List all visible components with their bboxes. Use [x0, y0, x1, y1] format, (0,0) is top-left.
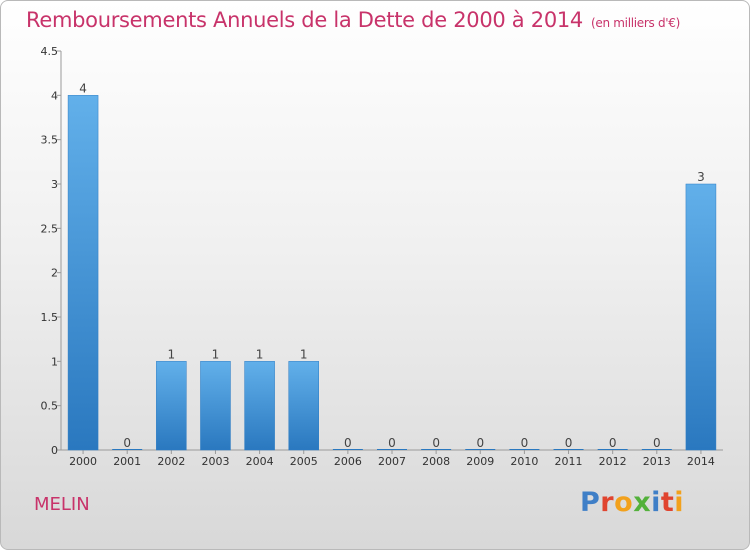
y-tick-label: 1.5: [41, 311, 59, 324]
y-tick-label: 3: [51, 178, 58, 191]
data-label: 0: [521, 436, 529, 450]
bar: [244, 361, 275, 451]
data-label: 0: [653, 436, 661, 450]
logo-letter: t: [660, 487, 675, 518]
x-tick-label: 2001: [113, 455, 141, 468]
chart-axes: 0 0.5 1 1.5 2 2.5 3 3.5 4 4.5 2000 2001 2002 2003 2004…: [41, 45, 723, 468]
bar: [67, 95, 99, 451]
bar: [421, 449, 452, 450]
y-tick-label: 0.5: [41, 400, 59, 413]
data-label: 0: [388, 436, 396, 450]
x-tick-label: 2012: [599, 455, 627, 468]
x-tick-label: 2003: [201, 455, 229, 468]
chart-unit: (en milliers d'€): [591, 16, 681, 30]
x-tick-label: 2006: [334, 455, 362, 468]
bar: [332, 449, 363, 450]
chart-title: Remboursements Annuels de la Dette de 20…: [26, 8, 680, 32]
data-label: 3: [697, 170, 705, 184]
x-tick-label: 2007: [378, 455, 406, 468]
proxiti-logo: Proxiti: [580, 487, 684, 518]
x-tick-label: 2002: [157, 455, 185, 468]
bar: [112, 449, 143, 450]
data-label: 0: [432, 436, 440, 450]
x-tick-label: 2013: [643, 455, 671, 468]
x-tick-label: 2008: [422, 455, 450, 468]
bar: [685, 183, 717, 451]
data-label: 0: [476, 436, 484, 450]
y-tick-label: 4: [51, 89, 58, 102]
data-label: 4: [79, 81, 87, 95]
y-tick-label: 3.5: [41, 134, 59, 147]
logo-letter: P: [580, 487, 601, 518]
logo-letter: r: [600, 487, 615, 518]
bar: [597, 449, 628, 450]
chart-bars: [67, 95, 717, 451]
logo-letter: x: [633, 487, 652, 518]
y-tick-label: 2: [51, 267, 58, 280]
x-tick-label: 2005: [290, 455, 318, 468]
commune-name: MELIN: [34, 494, 90, 515]
data-label: 0: [344, 436, 352, 450]
x-tick-label: 2000: [69, 455, 97, 468]
bar: [156, 361, 187, 451]
bar: [641, 449, 672, 450]
y-tick-label: 2.5: [41, 222, 59, 235]
chart-data-labels: 4 0 1 1 1 1 0 0 0 0 0 0 0 0 3: [79, 81, 705, 450]
data-label: 1: [300, 347, 308, 361]
bar: [509, 449, 540, 450]
x-tick-label: 2011: [555, 455, 583, 468]
y-tick-label: 4.5: [41, 45, 59, 58]
data-label: 0: [609, 436, 617, 450]
x-tick-label: 2014: [687, 455, 715, 468]
y-tick-label: 0: [51, 444, 58, 457]
bar: [553, 449, 584, 450]
bar: [200, 361, 231, 451]
logo-letter: i: [674, 487, 685, 518]
x-tick-label: 2004: [246, 455, 274, 468]
bar: [377, 449, 407, 450]
logo-letter: o: [614, 487, 634, 518]
data-label: 0: [565, 436, 573, 450]
data-label: 1: [212, 347, 220, 361]
y-tick-label: 1: [51, 355, 58, 368]
bar: [465, 449, 496, 450]
data-label: 0: [123, 436, 131, 450]
x-tick-label: 2009: [466, 455, 494, 468]
bar: [288, 361, 319, 451]
logo-letter: i: [651, 487, 661, 518]
chart-title-text: Remboursements Annuels de la Dette de 20…: [26, 8, 583, 32]
data-label: 1: [256, 347, 264, 361]
x-tick-label: 2010: [510, 455, 538, 468]
data-label: 1: [168, 347, 176, 361]
